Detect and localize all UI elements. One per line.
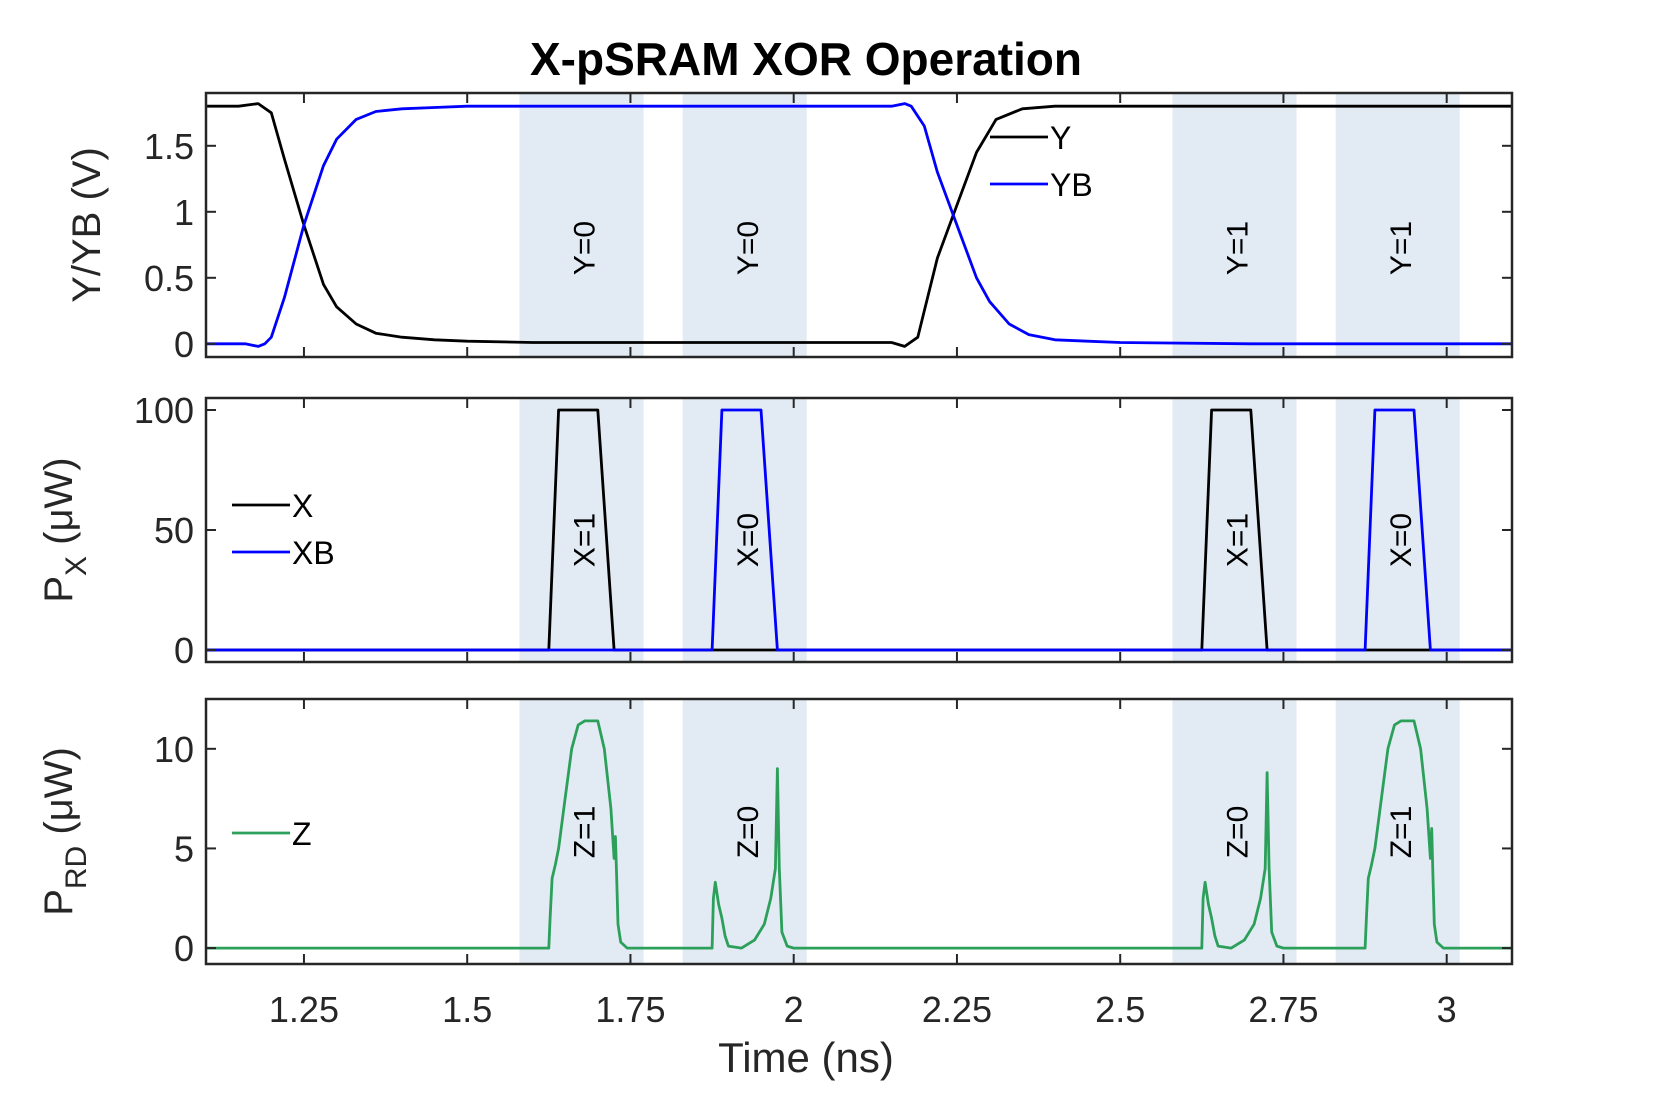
y-axis-label-main: P: [37, 889, 81, 916]
shaded-window-1: [519, 398, 644, 662]
x-tick-label: 3: [1437, 989, 1457, 1030]
annotation-label: Y=1: [1385, 221, 1418, 275]
y-tick-label: 1.5: [144, 126, 194, 167]
y-tick-label: 100: [134, 390, 194, 431]
y-tick-label: 5: [174, 828, 194, 869]
y-axis-label: Y/YB (V): [65, 147, 109, 303]
y-axis-label-unit: (μW): [37, 457, 81, 556]
x-tick-label: 1.75: [595, 989, 665, 1030]
shaded-window-2: [682, 93, 807, 357]
annotation-label: X=0: [732, 513, 765, 567]
annotation-label: Z=1: [569, 806, 602, 859]
annotation-label: X=0: [1385, 513, 1418, 567]
annotation-label: Z=0: [1222, 806, 1255, 859]
y-tick-label: 50: [154, 510, 194, 551]
legend-label: X: [292, 488, 313, 524]
annotation-label: X=1: [569, 513, 602, 567]
legend-label: YB: [1050, 167, 1093, 203]
axes-box: [204, 91, 1514, 359]
annotation-label: Y=0: [569, 221, 602, 275]
annotation-label: X=1: [1222, 513, 1255, 567]
y-axis-label: PRD (μW): [37, 747, 93, 916]
annotation-label: Z=1: [1385, 806, 1418, 859]
chart-title: X-pSRAM XOR Operation: [530, 33, 1082, 85]
shaded-window-4: [1335, 398, 1460, 662]
shaded-window-3: [1172, 93, 1297, 357]
panel-1: Y=0 Y=0 Y=1 Y=1 0 0.5 1 1.5 Y/YB (V) Y YB: [65, 91, 1514, 365]
x-tick-label: 2.25: [922, 989, 992, 1030]
x-axis-label: Time (ns): [718, 1034, 894, 1081]
shaded-window-2: [682, 699, 807, 964]
x-tick-label: 2.75: [1248, 989, 1318, 1030]
annotation-label: Y=1: [1222, 221, 1255, 275]
x-tick-label: 1.5: [442, 989, 492, 1030]
panel-3: Z=1 Z=0 Z=0 Z=1 1.25 1.5 1.75 2 2.25 2.5 2.75 3 0 5 10…: [37, 697, 1514, 1030]
y-axis-label-unit: (μW): [37, 747, 81, 846]
legend-label: Z: [292, 816, 312, 852]
y-tick-label: 0: [174, 928, 194, 969]
y-axis-label-subscript: X: [60, 556, 93, 576]
y-tick-label: 1: [174, 192, 194, 233]
shaded-window-2: [682, 398, 807, 662]
shaded-window-4: [1335, 699, 1460, 964]
annotation-label: Z=0: [732, 806, 765, 859]
x-tick-label: 2: [784, 989, 804, 1030]
series-line-yb: [206, 102, 1512, 348]
series-line-z: [206, 719, 1512, 950]
shaded-window-1: [519, 93, 644, 357]
legend-label: XB: [292, 535, 335, 571]
annotation-label: Y=0: [732, 221, 765, 275]
shaded-window-1: [519, 699, 644, 964]
y-axis-label-main: P: [37, 576, 81, 603]
y-axis-label-subscript: RD: [60, 846, 93, 889]
shaded-window-4: [1335, 93, 1460, 357]
y-tick-label: 0: [174, 324, 194, 365]
axes-box: [204, 697, 1514, 966]
series-line-x: [206, 408, 1512, 652]
shaded-window-3: [1172, 398, 1297, 662]
axes-box: [204, 396, 1514, 664]
x-tick-label: 1.25: [269, 989, 339, 1030]
panels-group: Y=0 Y=0 Y=1 Y=1 0 0.5 1 1.5 Y/YB (V) Y YB X=1 X=0 X=1…: [37, 91, 1514, 1030]
y-axis-label: PX (μW): [37, 457, 93, 602]
series-line-xb: [206, 408, 1512, 652]
series-line-y: [206, 102, 1512, 348]
legend-label: Y: [1050, 120, 1071, 156]
shaded-window-3: [1172, 699, 1297, 964]
y-tick-label: 10: [154, 729, 194, 770]
y-tick-label: 0.5: [144, 258, 194, 299]
y-tick-label: 0: [174, 630, 194, 671]
x-tick-label: 2.5: [1095, 989, 1145, 1030]
